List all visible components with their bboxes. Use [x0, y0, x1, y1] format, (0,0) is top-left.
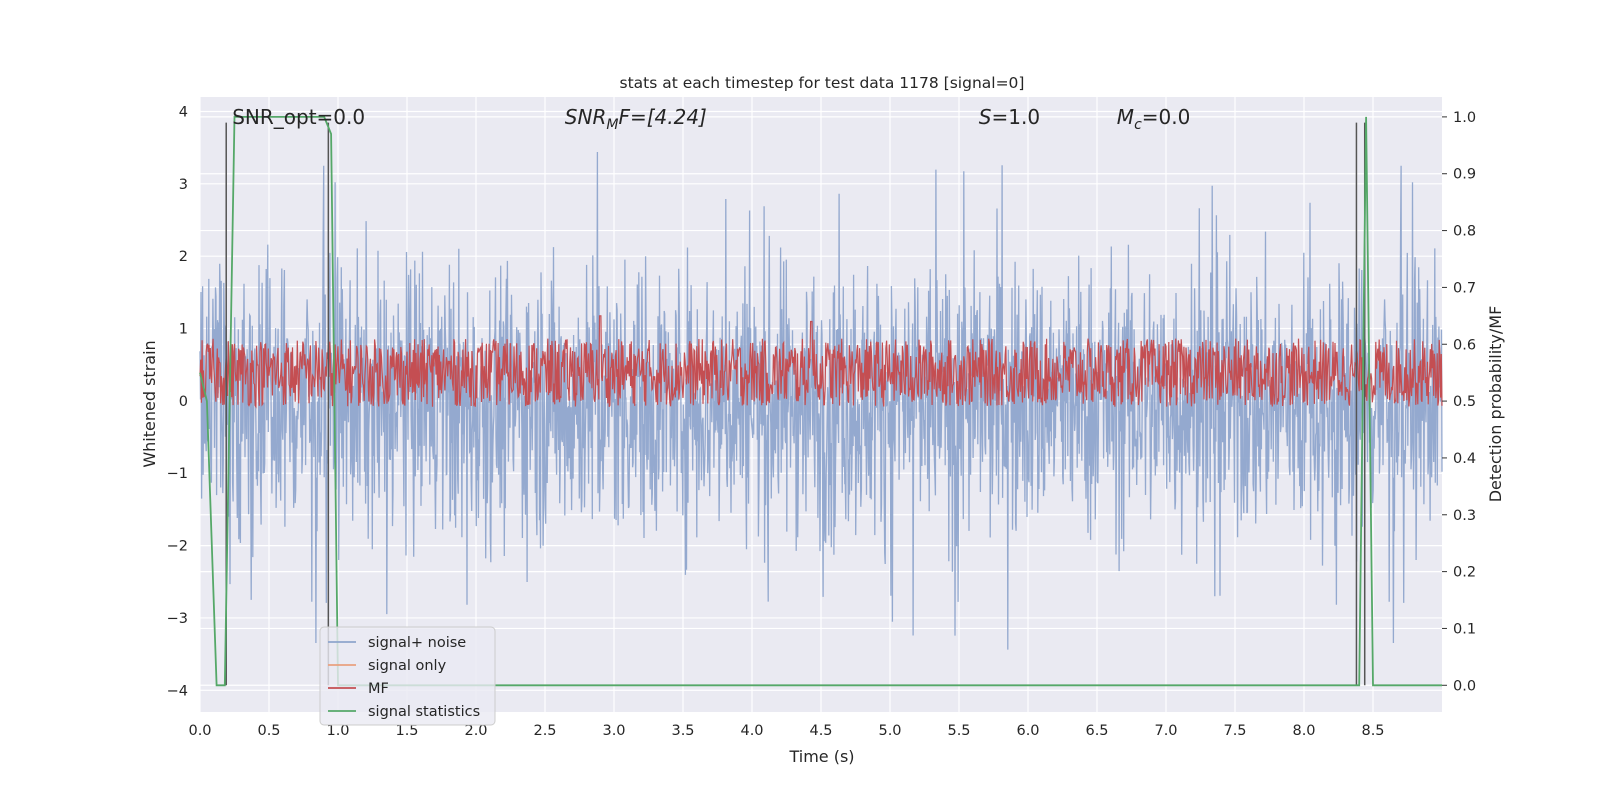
series-mf [199, 315, 1443, 409]
x-tick-label: 1.0 [326, 723, 349, 739]
annotation-2: S=1.0 [979, 105, 1040, 129]
x-tick-label: 8.5 [1361, 723, 1384, 739]
y-right-tick-label: 0.9 [1453, 167, 1476, 183]
legend-label: signal only [368, 658, 447, 674]
y-tick-label: 0 [179, 394, 188, 410]
legend-label: signal statistics [368, 704, 480, 720]
mf-line [199, 315, 1443, 409]
y-tick-label: −1 [167, 466, 188, 482]
y-tick-label: −4 [167, 683, 188, 699]
series-signal-statistics [199, 116, 1442, 687]
y-axis-label: Whitened strain [140, 340, 159, 467]
x-tick-label: 5.0 [878, 723, 901, 739]
y-right-tick-label: 0.0 [1453, 678, 1476, 694]
legend-box [319, 626, 496, 726]
y-right-tick-label: 0.6 [1453, 337, 1476, 353]
y-tick-label: 3 [179, 177, 188, 193]
x-tick-label: 0.5 [257, 723, 280, 739]
y-right-tick-label: 0.5 [1453, 394, 1476, 410]
signal-statistics-line [199, 116, 1442, 687]
x-tick-label: 6.0 [1016, 723, 1039, 739]
x-tick-label: 4.0 [740, 723, 763, 739]
x-tick-label: 6.5 [1085, 723, 1108, 739]
y-right-tick-label: 1.0 [1453, 110, 1476, 126]
legend-label: signal+ noise [368, 635, 466, 651]
annotation-1: SNRMF=[4.24] [565, 105, 707, 133]
x-tick-label: 1.5 [395, 723, 418, 739]
x-tick-label: 2.0 [464, 723, 487, 739]
x-tick-label: 3.5 [671, 723, 694, 739]
x-tick-labels: 0.0 0.5 1.0 1.5 2.0 2.5 3.0 3.5 4.0 4.5 5.0 5.5 6.0 6… [188, 723, 1384, 739]
y-tick-labels: 4 3 2 1 0 −1 −2 −3 −4 [167, 104, 188, 699]
x-tick-label: 0.0 [188, 723, 211, 739]
x-axis-label: Time (s) [788, 747, 854, 766]
y-tick-label: −2 [167, 539, 188, 555]
y-right-tick-label: 0.3 [1453, 508, 1476, 524]
annotation-3: Mc=0.0 [1117, 105, 1191, 133]
y-right-tick-labels: 1.0 0.9 0.8 0.7 0.6 0.5 0.4 0.3 0.2 0.1 0.0 [1442, 110, 1476, 694]
y-tick-label: 4 [179, 104, 188, 120]
annotations: SNR_opt=0.0 SNRMF=[4.24] S=1.0 Mc=0.0 [232, 105, 1190, 133]
x-tick-label: 3.0 [602, 723, 625, 739]
legend: signal+ noise signal only MF signal statist… [319, 626, 496, 726]
y-tick-label: −3 [167, 611, 188, 627]
y-tick-label: 2 [179, 249, 188, 265]
series-threshold-markers [225, 122, 1366, 686]
x-tick-label: 7.0 [1154, 723, 1177, 739]
y-tick-label: 1 [179, 322, 188, 338]
x-tick-label: 4.5 [809, 723, 832, 739]
y-right-tick-label: 0.7 [1453, 280, 1476, 296]
x-tick-label: 5.5 [947, 723, 970, 739]
y-right-tick-label: 0.8 [1453, 224, 1476, 240]
chart-title: stats at each timestep for test data 117… [620, 74, 1025, 92]
y-right-tick-label: 0.4 [1453, 451, 1476, 467]
annotation-0: SNR_opt=0.0 [232, 105, 365, 129]
x-tick-label: 7.5 [1223, 723, 1246, 739]
y-right-tick-label: 0.1 [1453, 621, 1476, 637]
y-right-axis-label: Detection probability/MF [1486, 306, 1505, 503]
x-tick-label: 2.5 [533, 723, 556, 739]
y-right-tick-label: 0.2 [1453, 565, 1476, 581]
legend-label: MF [368, 681, 389, 697]
x-tick-label: 8.0 [1292, 723, 1315, 739]
